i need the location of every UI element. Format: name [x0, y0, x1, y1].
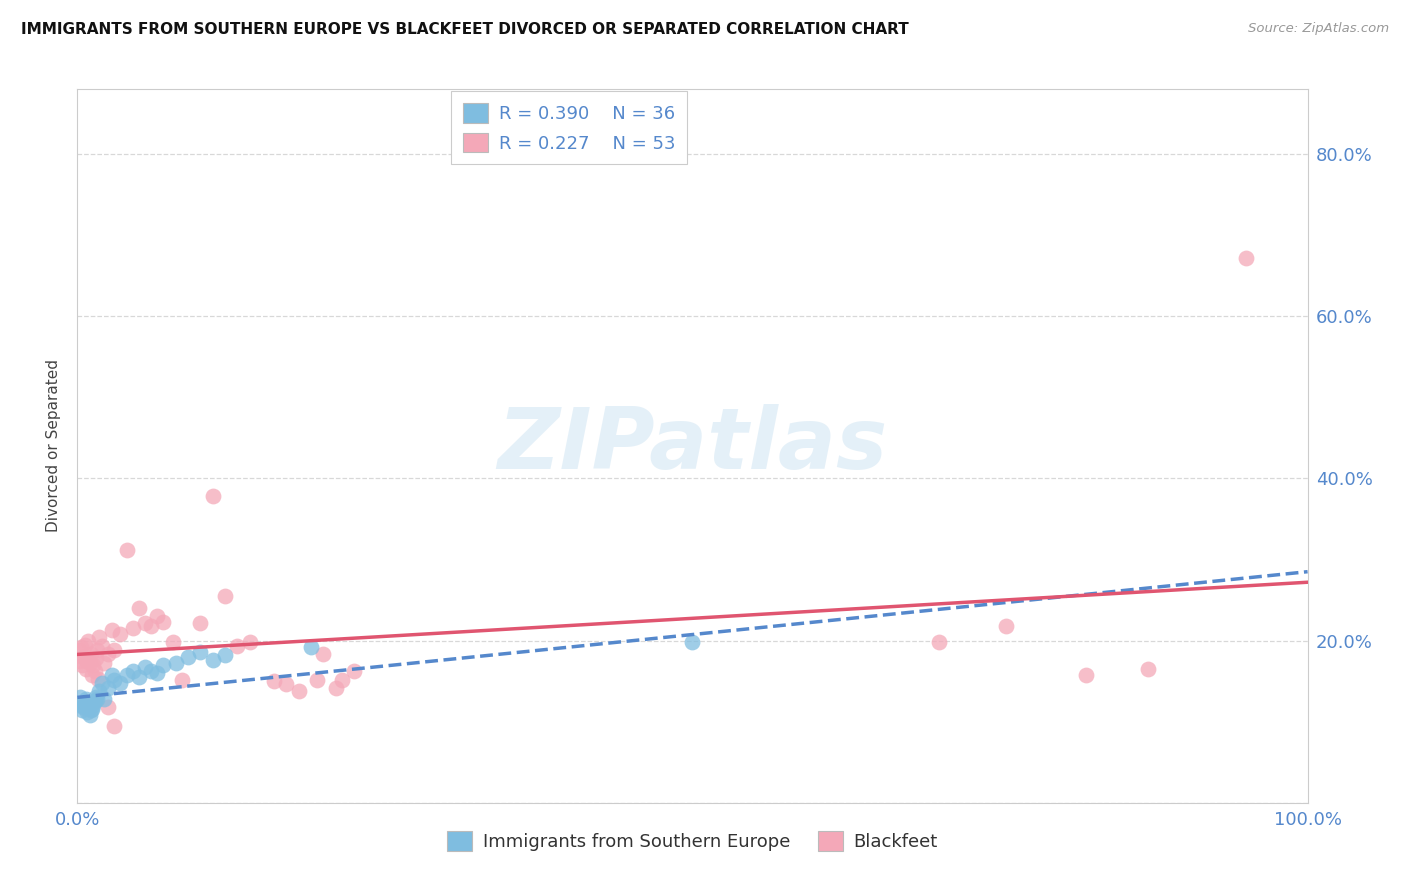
Point [89, 630, 111, 644]
Point [72, 700, 94, 714]
Point [115, 542, 138, 557]
Point [70, 657, 93, 672]
Point [288, 684, 311, 698]
Point [299, 640, 322, 654]
Point [86, 692, 108, 706]
Legend: Immigrants from Southern Europe, Blackfeet: Immigrants from Southern Europe, Blackfe… [436, 820, 949, 862]
Point [201, 653, 224, 667]
Point [75, 692, 97, 706]
Point [75, 662, 97, 676]
Point [83, 664, 105, 678]
Point [325, 681, 347, 695]
Point [263, 674, 285, 689]
Point [141, 619, 163, 633]
Point [101, 667, 124, 681]
Text: Source: ZipAtlas.com: Source: ZipAtlas.com [1249, 22, 1389, 36]
Point [80, 648, 103, 662]
Point [79, 708, 101, 723]
Point [330, 673, 353, 687]
Point [97, 681, 120, 695]
Point [93, 656, 115, 670]
Point [87, 672, 110, 686]
Point [82, 667, 104, 681]
Point [80, 703, 103, 717]
Point [82, 657, 104, 672]
Point [152, 615, 174, 629]
Point [239, 635, 262, 649]
Point [103, 719, 125, 733]
Point [77, 700, 100, 714]
Point [76, 654, 98, 668]
Point [70, 640, 93, 654]
Point [146, 609, 169, 624]
Point [82, 698, 104, 713]
Point [226, 640, 249, 654]
Point [76, 705, 98, 719]
Point [103, 643, 125, 657]
Point [682, 635, 704, 649]
Point [162, 635, 184, 649]
Point [165, 657, 187, 671]
Point [1136, 662, 1159, 676]
Point [73, 638, 96, 652]
Point [121, 622, 143, 636]
Point [170, 673, 193, 687]
Point [1234, 251, 1257, 265]
Point [201, 489, 224, 503]
Point [73, 697, 96, 711]
Point [93, 692, 115, 706]
Point [343, 665, 366, 679]
Point [928, 635, 950, 649]
Point [190, 615, 212, 630]
Point [152, 657, 174, 672]
Point [214, 589, 236, 603]
Point [134, 659, 156, 673]
Point [69, 654, 91, 668]
Point [214, 648, 236, 663]
Point [72, 649, 94, 664]
Point [115, 667, 138, 681]
Point [84, 651, 107, 665]
Point [90, 675, 114, 690]
Point [83, 694, 105, 708]
Point [70, 702, 93, 716]
Point [995, 619, 1018, 633]
Point [82, 702, 104, 716]
Point [307, 673, 329, 687]
Point [103, 673, 125, 687]
Y-axis label: Divorced or Separated: Divorced or Separated [46, 359, 62, 533]
Point [69, 690, 91, 705]
Point [128, 601, 150, 615]
Point [84, 690, 107, 705]
Point [90, 640, 114, 654]
Point [177, 649, 200, 664]
Point [121, 665, 143, 679]
Point [77, 633, 100, 648]
Point [97, 648, 120, 662]
Point [134, 615, 156, 630]
Point [97, 700, 120, 714]
Point [190, 645, 212, 659]
Point [70, 698, 93, 713]
Text: IMMIGRANTS FROM SOUTHERN EUROPE VS BLACKFEET DIVORCED OR SEPARATED CORRELATION C: IMMIGRANTS FROM SOUTHERN EUROPE VS BLACK… [21, 22, 908, 37]
Point [86, 643, 108, 657]
Text: ZIPatlas: ZIPatlas [498, 404, 887, 488]
Point [110, 627, 132, 641]
Point [67, 643, 90, 657]
Point [101, 623, 124, 637]
Point [79, 656, 101, 670]
Point [128, 670, 150, 684]
Point [146, 666, 169, 681]
Point [1076, 667, 1098, 681]
Point [89, 684, 111, 698]
Point [312, 648, 335, 662]
Point [141, 665, 163, 679]
Point [276, 676, 298, 690]
Point [110, 675, 132, 690]
